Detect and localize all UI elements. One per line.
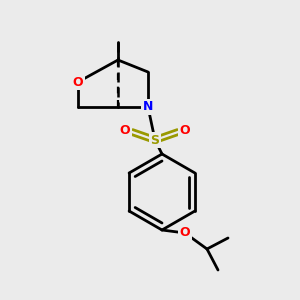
Text: O: O (180, 226, 190, 239)
Text: S: S (151, 134, 160, 146)
Text: O: O (73, 76, 83, 88)
Text: O: O (120, 124, 130, 136)
Text: O: O (180, 124, 190, 136)
Text: N: N (143, 100, 153, 113)
